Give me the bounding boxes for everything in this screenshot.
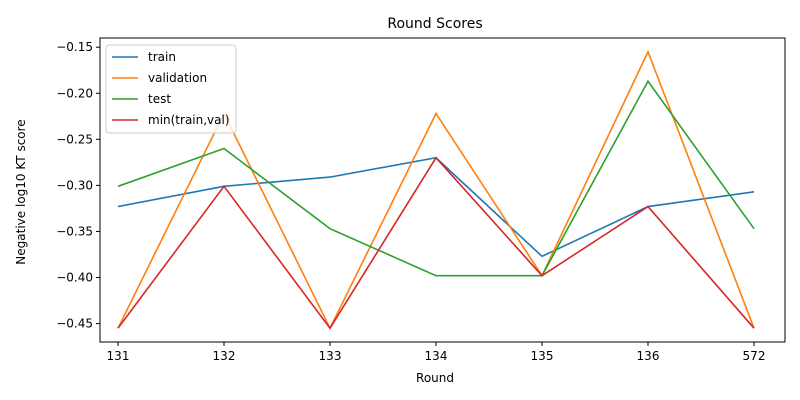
legend-box [105,44,237,134]
y-tick-label: −0.25 [56,132,93,146]
y-tick-label: −0.35 [56,224,93,238]
series-line-min-train-val- [117,156,755,330]
x-tick-label: 572 [743,349,766,363]
y-axis-label: Negative log10 KT score [14,119,28,264]
legend-label: validation [148,71,207,85]
y-tick-label: −0.45 [56,317,93,331]
x-tick-label: 133 [319,349,342,363]
y-axis: −0.45 −0.40 −0.35 −0.30 −0.25 −0.20 −0.15 [56,40,100,331]
x-tick-label: 132 [213,349,236,363]
x-tick-label: 134 [425,349,448,363]
plot-frame [99,37,786,343]
y-tick-label: −0.40 [56,271,93,285]
x-tick-label: 131 [107,349,130,363]
legend: train validation test min(train,val) [105,44,237,134]
y-tick-label: −0.20 [56,86,93,100]
legend-label: test [148,92,171,106]
legend-label: min(train,val) [148,113,230,127]
chart-title: Round Scores [387,16,482,32]
x-axis: 131 132 133 134 135 136 572 [107,342,766,363]
y-tick-label: −0.15 [56,40,93,54]
legend-label: train [148,50,176,64]
x-tick-label: 135 [531,349,554,363]
x-axis-label: Round [416,371,454,385]
x-tick-label: 136 [637,349,660,363]
series-line-train [117,156,755,258]
y-tick-label: −0.30 [56,178,93,192]
series-line-test [117,79,755,277]
